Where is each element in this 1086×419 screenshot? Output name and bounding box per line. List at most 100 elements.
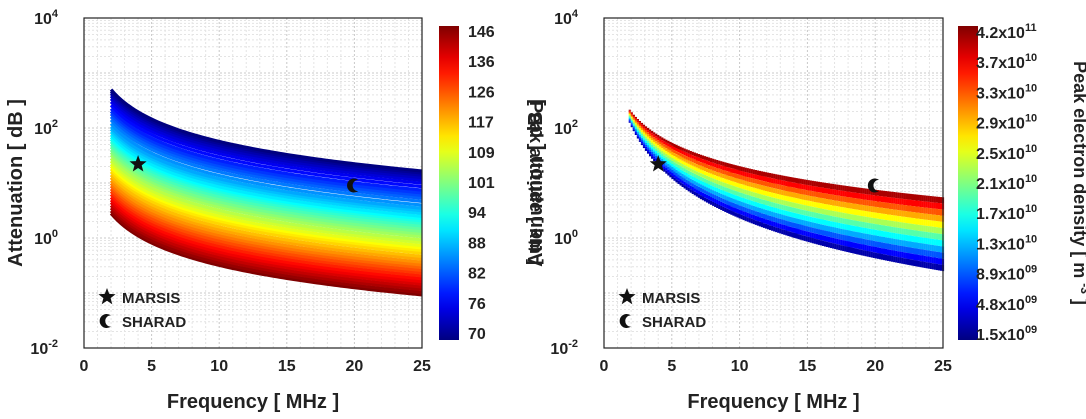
x-tick-label: 15 [278, 358, 296, 375]
legend: MARSIS SHARAD [618, 288, 706, 331]
attenuation-curve [109, 209, 423, 295]
x-axis-label: Frequency [ MHz ] [687, 391, 859, 413]
y-tick-label-exp: 0 [52, 228, 58, 240]
marsis-star-icon [129, 155, 147, 172]
attenuation-curve [109, 157, 423, 242]
x-tick-label: 25 [934, 358, 952, 375]
y-tick-label-base: 10 [34, 11, 52, 28]
colorbar-label-end: ] [1070, 294, 1086, 305]
attenuation-curve [109, 154, 423, 239]
colorbar-tick-label-base: 1.5x10 [976, 327, 1025, 344]
attenuation-curve [109, 163, 423, 248]
x-tick-label: 0 [600, 358, 609, 375]
colorbar-tick-label-base: 3.7x10 [976, 55, 1025, 72]
colorbar-tick-label: 126 [468, 84, 495, 101]
y-tick-label: 100 [554, 228, 578, 248]
attenuation-curve [109, 193, 423, 278]
colorbar-tick-label: 136 [468, 54, 495, 71]
attenuation-curve [109, 125, 423, 210]
colorbar-label-text: Peak electron density [ m [1070, 61, 1086, 283]
attenuation-curve [109, 90, 423, 175]
colorbar-tick-label-base: 1.3x10 [976, 236, 1025, 253]
colorbar: 4.2x10113.7x10103.3x10102.9x10102.5x1010… [958, 22, 1086, 344]
colorbar-tick-label: 4.8x1009 [976, 294, 1037, 314]
attenuation-curve [109, 196, 423, 281]
attenuation-curve [109, 122, 423, 207]
attenuation-curve [109, 212, 423, 297]
colorbar-tick-label: 3.7x1010 [976, 52, 1037, 72]
legend-star-icon [618, 288, 636, 305]
colorbar-tick-label-base: 2.5x10 [976, 146, 1025, 163]
legend-label-sharad: SHARAD [122, 314, 186, 331]
colorbar: 146 136 126 117 109 101 94 88 82 76 70 Peak altitud… [439, 24, 546, 343]
attenuation-curve [109, 167, 423, 253]
attenuation-curve [109, 204, 423, 289]
attenuation-curve [109, 198, 423, 284]
attenuation-curve [109, 88, 423, 173]
colorbar-tick-label-base: 4.8x10 [976, 297, 1025, 314]
colorbar-tick-label-exp: 10 [1025, 113, 1037, 125]
colorbar-tick-label: 94 [468, 205, 486, 222]
sharad-crescent-icon [347, 178, 359, 193]
colorbar-tick-label-base: 3.3x10 [976, 85, 1025, 102]
attenuation-curve [109, 207, 423, 292]
y-tick-label-base: 10 [554, 231, 572, 248]
attenuation-curve [109, 92, 423, 177]
colorbar-tick-label-base: 4.2x10 [976, 25, 1025, 42]
colorbar-tick-label: 2.1x1010 [976, 173, 1037, 193]
y-axis-label: Attenuation [ dB ] [5, 99, 27, 267]
attenuation-curve [109, 148, 423, 233]
plot-frame [603, 17, 944, 349]
attenuation-curve [109, 190, 423, 275]
attenuation-curve [109, 170, 423, 255]
attenuation-curve [109, 112, 423, 198]
attenuation-curve [109, 110, 423, 195]
y-tick-label-base: 10 [34, 121, 52, 138]
y-tick-label: 102 [34, 118, 58, 138]
colorbar-tick-label-base: 8.9x10 [976, 267, 1025, 284]
x-tick-label: 10 [731, 358, 749, 375]
series-group [109, 88, 423, 297]
colorbar-tick-label: 3.3x1010 [976, 82, 1037, 102]
attenuation-curve [109, 201, 423, 286]
attenuation-curve [109, 176, 423, 261]
attenuation-curve [109, 100, 423, 185]
y-tick-label-base: 10 [30, 341, 48, 358]
y-tick-label-exp: -2 [48, 338, 58, 350]
legend-star-icon [98, 288, 116, 305]
legend-label-marsis: MARSIS [642, 290, 700, 307]
colorbar-bar [439, 26, 459, 340]
colorbar-tick-label-exp: 09 [1025, 294, 1037, 306]
colorbar-tick-label: 82 [468, 266, 486, 283]
attenuation-curve [109, 182, 423, 267]
colorbar-tick-label: 76 [468, 296, 486, 313]
y-tick-label: 104 [34, 8, 59, 28]
colorbar-tick-label: 70 [468, 326, 486, 343]
y-tick-label-base: 10 [550, 341, 568, 358]
y-tick-label-exp: 2 [52, 118, 58, 130]
colorbar-bar [958, 26, 978, 340]
colorbar-tick-label-exp: 10 [1025, 52, 1037, 64]
colorbar-tick-label-exp: 09 [1025, 264, 1037, 276]
attenuation-curve [109, 151, 423, 236]
x-tick-label: 15 [799, 358, 817, 375]
attenuation-curve [109, 140, 423, 225]
colorbar-tick-label: 8.9x1009 [976, 264, 1037, 284]
sharad-crescent-icon [867, 178, 880, 193]
y-tick-label-base: 10 [554, 121, 572, 138]
attenuation-curve [109, 118, 423, 204]
y-tick-label-exp: 4 [572, 8, 579, 20]
attenuation-curve [109, 138, 423, 223]
colorbar-tick-label-base: 2.1x10 [976, 176, 1025, 193]
y-tick-label-base: 10 [554, 11, 572, 28]
x-tick-label: 25 [413, 358, 431, 375]
attenuation-curve [109, 143, 423, 228]
colorbar-tick-label: 1.3x1010 [976, 233, 1037, 253]
attenuation-curve [109, 104, 423, 189]
y-tick-label-exp: 2 [572, 118, 578, 130]
y-tick-label: 10-2 [30, 338, 58, 358]
attenuation-curve [109, 179, 423, 264]
colorbar-tick-label-base: 2.9x10 [976, 116, 1025, 133]
